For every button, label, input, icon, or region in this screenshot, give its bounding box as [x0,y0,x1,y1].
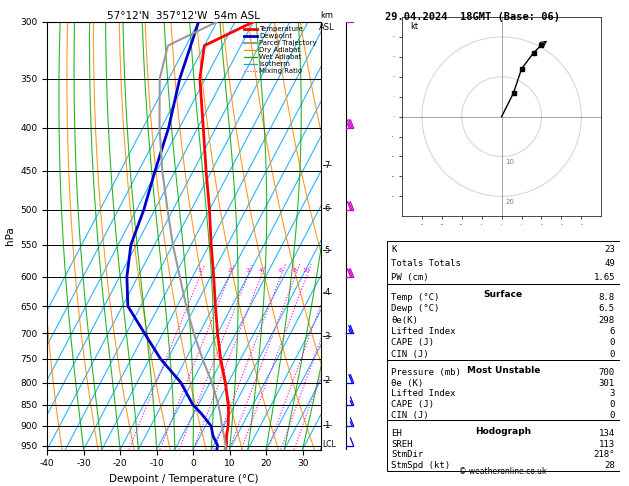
Text: 134: 134 [599,429,615,438]
Title: 57°12'N  357°12'W  54m ASL: 57°12'N 357°12'W 54m ASL [108,11,260,21]
Text: Lifted Index: Lifted Index [391,389,456,399]
Text: -2: -2 [323,376,331,385]
Bar [387,420,620,471]
Text: 8.8: 8.8 [599,293,615,302]
Text: 113: 113 [599,440,615,449]
Text: 1: 1 [198,268,202,273]
Text: 301: 301 [599,379,615,388]
Text: -3: -3 [323,331,331,341]
Text: 6: 6 [610,327,615,336]
Text: kt: kt [410,22,418,31]
Text: 6: 6 [279,268,282,273]
Text: CAPE (J): CAPE (J) [391,338,435,347]
Text: CAPE (J): CAPE (J) [391,400,435,409]
Text: 10: 10 [303,268,310,273]
Text: 6.5: 6.5 [599,304,615,313]
Text: 2: 2 [227,268,231,273]
Text: StmDir: StmDir [391,451,424,459]
Text: 29.04.2024  18GMT (Base: 06): 29.04.2024 18GMT (Base: 06) [385,12,560,22]
Text: 1.65: 1.65 [593,273,615,281]
Text: km: km [321,11,333,20]
Text: 23: 23 [604,245,615,254]
Y-axis label: hPa: hPa [4,226,14,245]
Text: 20: 20 [506,199,515,205]
Text: Dewp (°C): Dewp (°C) [391,304,440,313]
Text: © weatheronline.co.uk: © weatheronline.co.uk [459,467,547,476]
Text: Surface: Surface [484,290,523,299]
Text: 3: 3 [610,389,615,399]
Text: 3: 3 [245,268,250,273]
Text: -4: -4 [323,288,331,297]
Text: CIN (J): CIN (J) [391,411,429,420]
Text: K: K [391,245,397,254]
Text: -6: -6 [323,204,331,213]
Text: 28: 28 [604,461,615,470]
Text: 0: 0 [610,338,615,347]
Text: Pressure (mb): Pressure (mb) [391,368,461,377]
Text: -7: -7 [323,161,331,170]
Text: ASL: ASL [320,23,335,32]
Bar [387,241,620,284]
Text: PW (cm): PW (cm) [391,273,429,281]
Text: 49: 49 [604,259,615,268]
Text: Most Unstable: Most Unstable [467,366,540,375]
Text: 0: 0 [610,411,615,420]
Bar [387,360,620,420]
X-axis label: Dewpoint / Temperature (°C): Dewpoint / Temperature (°C) [109,474,259,484]
Text: Totals Totals: Totals Totals [391,259,461,268]
Text: Hodograph: Hodograph [475,427,532,436]
Text: 4: 4 [259,268,263,273]
Text: LCL: LCL [322,440,336,450]
Text: θe(K): θe(K) [391,315,418,325]
Text: Temp (°C): Temp (°C) [391,293,440,302]
Text: 298: 298 [599,315,615,325]
Text: -5: -5 [323,245,331,255]
Text: 8: 8 [293,268,297,273]
Text: 700: 700 [599,368,615,377]
Text: 218°: 218° [593,451,615,459]
Legend: Temperature, Dewpoint, Parcel Trajectory, Dry Adiabat, Wet Adiabat, Isotherm, Mi: Temperature, Dewpoint, Parcel Trajectory… [243,25,317,75]
Text: 10: 10 [506,159,515,165]
Bar [387,284,620,360]
Text: -1: -1 [323,420,331,430]
Text: SREH: SREH [391,440,413,449]
Text: 0: 0 [610,400,615,409]
Text: StmSpd (kt): StmSpd (kt) [391,461,450,470]
Text: Lifted Index: Lifted Index [391,327,456,336]
Text: CIN (J): CIN (J) [391,349,429,359]
Text: EH: EH [391,429,402,438]
Text: 0: 0 [610,349,615,359]
Text: θe (K): θe (K) [391,379,424,388]
